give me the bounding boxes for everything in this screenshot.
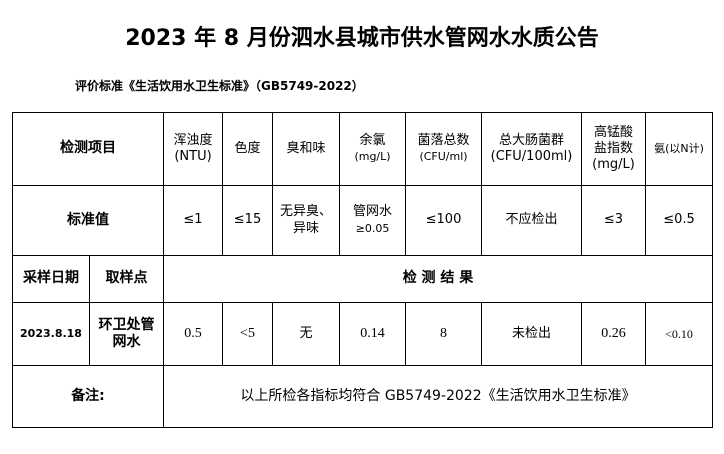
result-value: <5 xyxy=(222,302,273,366)
result-value: 0.26 xyxy=(581,302,646,366)
std-value: 管网水 ≥0.05 xyxy=(339,185,406,256)
col-turbidity: 浑浊度 (NTU) xyxy=(163,112,223,186)
water-quality-table: 检测项目 浑浊度 (NTU) 色度 臭和味 余氯 (mg/L) 菌落总数 (CFU/m… xyxy=(12,112,713,428)
col-ammonia: 氨(以N计) xyxy=(645,112,713,186)
results-header: 检 测 结 果 xyxy=(163,255,713,303)
std-value: ≤1 xyxy=(163,185,223,256)
result-value: 0.5 xyxy=(163,302,223,366)
point-header: 取样点 xyxy=(89,255,164,303)
result-value: 无 xyxy=(272,302,340,366)
std-value: ≤3 xyxy=(581,185,646,256)
sample-date: 2023.8.18 xyxy=(12,302,90,366)
result-value: 未检出 xyxy=(481,302,582,366)
col-coliform: 总大肠菌群 (CFU/100ml) xyxy=(481,112,582,186)
date-header: 采样日期 xyxy=(12,255,90,303)
col-color: 色度 xyxy=(222,112,273,186)
page-title: 2023 年 8 月份泗水县城市供水管网水水质公告 xyxy=(125,26,599,51)
standard-label: 标准值 xyxy=(12,185,164,256)
col-odor: 臭和味 xyxy=(272,112,340,186)
result-value: 8 xyxy=(405,302,482,366)
item-header: 检测项目 xyxy=(12,112,164,186)
evaluation-standard: 评价标准《生活饮用水卫生标准》（GB5749-2022） xyxy=(75,79,364,93)
col-chlorine: 余氯 (mg/L) xyxy=(339,112,406,186)
result-row: 2023.8.18 环卫处管网水 0.5 <5 无 0.14 8 未检出 0.2… xyxy=(12,302,713,366)
col-colony: 菌落总数 (CFU/ml) xyxy=(405,112,482,186)
result-value: <0.10 xyxy=(645,302,713,366)
result-value: 0.14 xyxy=(339,302,406,366)
remark-text: 以上所检各指标均符合 GB5749-2022《生活饮用水卫生标准》 xyxy=(163,365,713,428)
remark-label: 备注: xyxy=(12,365,164,428)
results-header-row: 采样日期 取样点 检 测 结 果 xyxy=(12,255,713,303)
col-permanganate: 高锰酸盐指数 (mg/L) xyxy=(581,112,646,186)
sample-point: 环卫处管网水 xyxy=(89,302,164,366)
standard-row: 标准值 ≤1 ≤15 无异臭、异味 管网水 ≥0.05 ≤100 不应检出 ≤3 … xyxy=(12,185,713,256)
std-value: 不应检出 xyxy=(481,185,582,256)
std-value: ≤100 xyxy=(405,185,482,256)
std-value: ≤15 xyxy=(222,185,273,256)
remark-row: 备注: 以上所检各指标均符合 GB5749-2022《生活饮用水卫生标准》 xyxy=(12,365,713,428)
std-value: ≤0.5 xyxy=(645,185,713,256)
std-value: 无异臭、异味 xyxy=(272,185,340,256)
header-row: 检测项目 浑浊度 (NTU) 色度 臭和味 余氯 (mg/L) 菌落总数 (CFU/m… xyxy=(12,112,713,186)
